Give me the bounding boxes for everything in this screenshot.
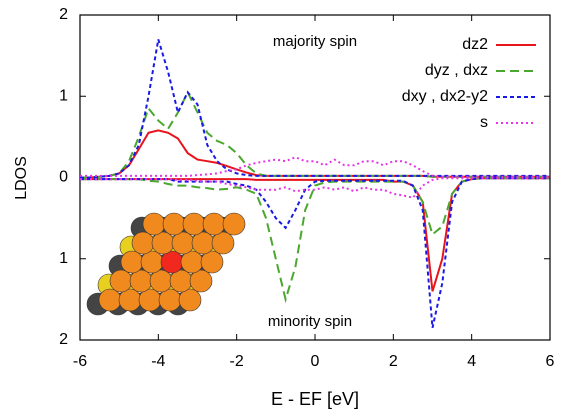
- atom: [129, 269, 153, 293]
- x-tick-label: 4: [467, 353, 476, 370]
- series-line: [80, 177, 550, 199]
- atom: [200, 250, 224, 274]
- legend-label: s: [480, 114, 488, 131]
- atom: [180, 250, 204, 274]
- atom: [131, 231, 155, 255]
- y-tick-label: 1: [59, 87, 68, 104]
- atom: [151, 231, 175, 255]
- y-tick-label: 2: [59, 6, 68, 23]
- series-line: [80, 156, 550, 178]
- x-tick-label: -2: [230, 353, 244, 370]
- atom: [211, 231, 235, 255]
- legend-label: dyz , dxz: [425, 62, 488, 79]
- series-line: [80, 129, 550, 179]
- atom: [169, 269, 193, 293]
- legend-label: dz2: [462, 36, 488, 53]
- series-line: [80, 177, 550, 329]
- surface-illustration: [86, 212, 246, 316]
- x-tick-label: 2: [389, 353, 398, 370]
- atom: [98, 288, 122, 312]
- atom: [149, 269, 173, 293]
- annotation: majority spin: [273, 33, 357, 50]
- x-tick-label: -6: [73, 353, 87, 370]
- x-tick-label: 6: [546, 353, 555, 370]
- atom: [202, 212, 226, 236]
- atom: [118, 288, 142, 312]
- y-axis-label: LDOS: [13, 156, 30, 200]
- atom: [191, 231, 215, 255]
- annotation: minority spin: [268, 313, 352, 330]
- atom: [120, 250, 144, 274]
- atom: [182, 212, 206, 236]
- x-axis-label: E - EF [eV]: [271, 389, 359, 409]
- atom: [142, 212, 166, 236]
- atom: [160, 250, 184, 274]
- atom: [140, 250, 164, 274]
- y-tick-label: 0: [59, 169, 68, 186]
- atom: [138, 288, 162, 312]
- atom: [171, 231, 195, 255]
- legend-label: dxy , dx2-y2: [402, 88, 488, 105]
- y-tick-label: 1: [59, 250, 68, 267]
- atom: [162, 212, 186, 236]
- atom: [189, 269, 213, 293]
- atom: [109, 269, 133, 293]
- atom: [178, 288, 202, 312]
- x-tick-label: -4: [151, 353, 165, 370]
- y-tick-label: 2: [59, 331, 68, 348]
- series-line: [80, 39, 550, 179]
- atom: [158, 288, 182, 312]
- atom: [222, 212, 246, 236]
- x-tick-label: 0: [311, 353, 320, 370]
